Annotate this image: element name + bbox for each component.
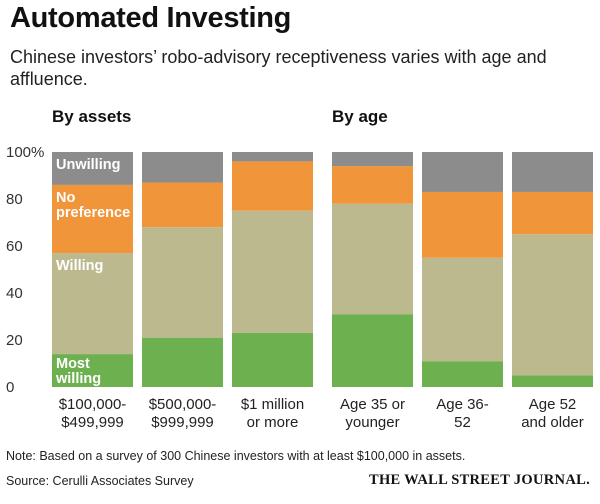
y-tick-label: 20 [6,332,23,349]
y-tick-label: 0 [6,379,14,396]
bar-segment-unwilling [232,152,313,162]
x-category-label: $1 million [241,396,304,413]
y-tick-label: 80 [6,191,23,208]
y-tick-label: 40 [6,285,23,302]
segment-label-most-willing: willing [55,371,101,387]
bar-segment-unwilling [142,152,223,183]
segment-label-willing: Willing [56,258,103,274]
panel-title-by-age: By age [332,107,388,126]
x-category-label: $500,000- [149,396,217,413]
bar-segment-unwilling [422,152,503,192]
bar-segment-most-willing [142,337,223,387]
footnote: Note: Based on a survey of 300 Chinese i… [6,449,466,463]
y-tick-label: 60 [6,238,23,255]
x-category-label: Age 35 or [340,396,405,413]
x-category-label: $499,999 [61,414,124,431]
bar-segment-no-preference [422,191,503,258]
x-category-label: Age 36- [436,396,489,413]
bar-segment-unwilling [512,152,593,192]
bar-segment-willing [142,227,223,338]
panel-title-by-assets: By assets [52,107,132,126]
x-category-label: or more [247,414,299,431]
bar-segment-most-willing [332,314,413,387]
bar-segment-willing [52,253,133,355]
x-category-label: younger [345,414,399,431]
bar-segment-most-willing [422,361,503,387]
bar-segment-unwilling [332,152,413,167]
source-line: Source: Cerulli Associates Survey [6,474,194,488]
bar-segment-most-willing [232,332,313,387]
bar-segment-willing [422,257,503,362]
chart-title: Automated Investing [10,2,292,34]
y-tick-label: 100% [6,144,44,161]
x-category-label: and older [521,414,584,431]
bar-segment-willing [512,234,593,376]
segment-label-unwilling: Unwilling [56,157,120,173]
bar-segment-no-preference [142,182,223,228]
bar-segment-most-willing [512,375,593,387]
x-category-label: $999,999 [151,414,214,431]
bar-segment-no-preference [52,184,133,254]
bar-segment-no-preference [512,191,593,235]
bar-segment-no-preference [232,161,313,211]
bar-segment-unwilling [52,152,133,185]
segment-label-no-preference: preference [56,205,130,221]
x-category-label: $100,000- [59,396,127,413]
segment-label-most-willing: Most [56,356,90,372]
bar-segment-willing [332,203,413,315]
x-category-label: Age 52 [529,396,577,413]
publisher-logo: THE WALL STREET JOURNAL. [368,472,590,488]
bar-segment-most-willing [52,354,133,387]
bar-segment-willing [232,210,313,333]
chart-subtitle: Chinese investors’ robo-advisory recepti… [10,47,547,89]
x-category-label: 52 [454,414,471,431]
segment-label-no-preference: No [56,190,75,206]
bar-segment-no-preference [332,166,413,204]
